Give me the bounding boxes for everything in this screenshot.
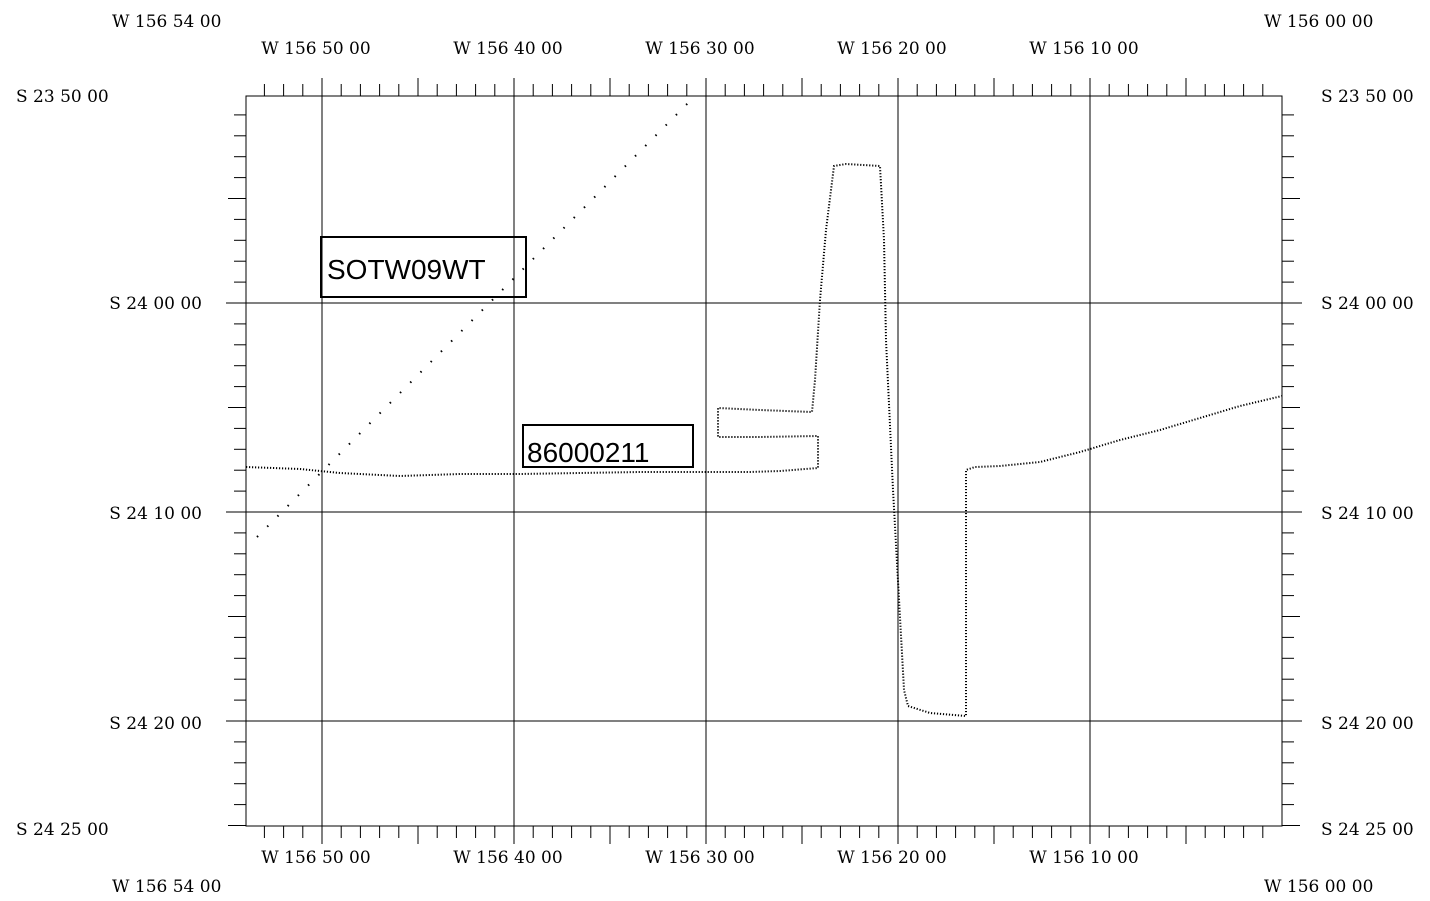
- corner-label-bottom-left: W 156 54 00: [112, 877, 222, 897]
- transect-label: SOTW09WT: [327, 254, 486, 285]
- lat-label-left: S 24 20 00: [109, 714, 202, 734]
- lat-label-left-top: S 23 50 00: [16, 87, 109, 107]
- lat-label-right-bottom: S 24 25 00: [1321, 820, 1414, 840]
- lat-label-left-bottom: S 24 25 00: [16, 820, 109, 840]
- lon-label-top: W 156 30 00: [645, 39, 755, 59]
- corner-label-top-left: W 156 54 00: [112, 12, 222, 32]
- lat-label-left: S 24 00 00: [109, 294, 202, 314]
- corner-label-top-right: W 156 00 00: [1264, 12, 1374, 32]
- lat-label-right: S 24 20 00: [1321, 714, 1414, 734]
- lon-label-bottom: W 156 40 00: [453, 848, 563, 868]
- survey-label-box: [522, 424, 694, 468]
- lon-label-bottom: W 156 30 00: [645, 848, 755, 868]
- lon-label-top: W 156 40 00: [453, 39, 563, 59]
- lat-label-left: S 24 10 00: [109, 504, 202, 524]
- lon-label-bottom: W 156 50 00: [261, 848, 371, 868]
- map-frame: [245, 95, 1283, 827]
- transect-track: [256, 100, 691, 538]
- lon-label-top: W 156 10 00: [1029, 39, 1139, 59]
- graticule: [226, 96, 1302, 826]
- lat-label-right: S 24 00 00: [1321, 294, 1414, 314]
- lat-label-right: S 24 10 00: [1321, 504, 1414, 524]
- corner-label-bottom-right: W 156 00 00: [1264, 877, 1374, 897]
- lat-label-right-top: S 23 50 00: [1321, 87, 1414, 107]
- lon-label-top: W 156 50 00: [261, 39, 371, 59]
- tick-marks: [228, 78, 1300, 844]
- transect-label-box: [320, 236, 527, 298]
- lon-label-bottom: W 156 10 00: [1029, 848, 1139, 868]
- survey-label: 86000211: [527, 437, 650, 468]
- lon-label-bottom: W 156 20 00: [837, 848, 947, 868]
- lon-label-top: W 156 20 00: [837, 39, 947, 59]
